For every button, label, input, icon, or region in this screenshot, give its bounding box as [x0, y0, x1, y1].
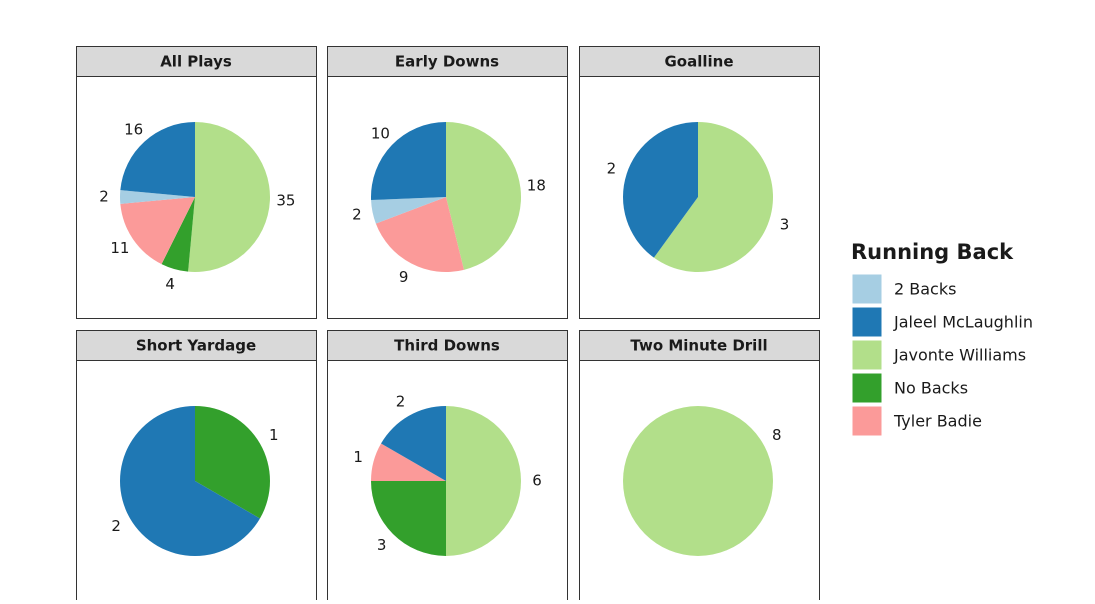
pie-slice: [622, 122, 698, 258]
pie-slice: [120, 406, 260, 556]
value-label: 1: [269, 426, 279, 444]
legend-key: [851, 405, 883, 437]
pie-slice: [188, 122, 271, 272]
pie-slice: [371, 481, 446, 556]
value-label: 6: [532, 472, 542, 490]
pie-slice: [161, 197, 195, 272]
facet-title: Two Minute Drill: [630, 337, 767, 355]
value-label: 16: [124, 120, 143, 138]
legend-key: [851, 372, 883, 404]
legend-key: [851, 306, 883, 338]
legend-key: [851, 273, 883, 305]
value-label: 1: [353, 448, 363, 466]
pie-slice: [623, 406, 773, 556]
pie-slice: [195, 406, 270, 519]
value-label: 3: [377, 536, 387, 554]
strip: [327, 46, 568, 77]
legend-label: Jaleel McLaughlin: [893, 313, 1033, 332]
pie-slice: [381, 406, 446, 481]
pie-slice: [120, 190, 195, 204]
strip: [76, 46, 317, 77]
value-label: 35: [276, 192, 295, 210]
value-label: 18: [527, 177, 546, 195]
legend-label: Javonte Williams: [893, 346, 1026, 365]
value-label: 11: [110, 239, 129, 257]
value-label: 2: [352, 206, 362, 224]
value-label: 8: [772, 426, 782, 444]
legend-key: [851, 339, 883, 371]
pie-slice: [446, 122, 522, 270]
value-label: 10: [371, 124, 390, 142]
pie-slice: [371, 197, 446, 224]
facet-title: Goalline: [664, 53, 733, 71]
strip: [327, 330, 568, 361]
legend-label: Tyler Badie: [893, 412, 982, 431]
pie-slice: [371, 443, 446, 481]
facet-title: Early Downs: [395, 53, 499, 71]
pie-slice: [653, 122, 773, 272]
pie-slice: [120, 197, 195, 265]
facet-title: Third Downs: [394, 337, 500, 355]
pie-slice: [446, 406, 521, 556]
legend-title: Running Back: [851, 240, 1014, 264]
value-label: 3: [780, 216, 790, 234]
facet-title: All Plays: [160, 53, 232, 71]
pie-slice: [375, 197, 464, 272]
pie-slice: [120, 122, 195, 197]
value-label: 2: [396, 393, 406, 411]
value-label: 2: [111, 517, 121, 535]
strip: [579, 46, 820, 77]
value-label: 4: [165, 275, 175, 293]
value-label: 9: [399, 268, 409, 286]
legend-label: 2 Backs: [894, 280, 956, 299]
value-label: 2: [607, 159, 617, 177]
value-label: 2: [99, 188, 109, 206]
facet-title: Short Yardage: [136, 337, 256, 355]
strip: [579, 330, 820, 361]
pie-slice: [371, 122, 446, 201]
legend-label: No Backs: [894, 379, 968, 398]
